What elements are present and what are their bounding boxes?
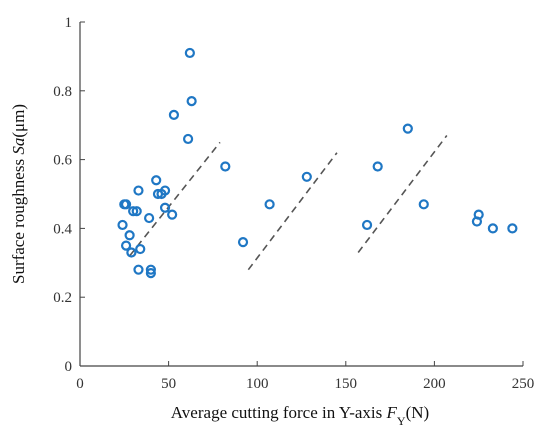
data-point	[159, 185, 171, 196]
data-point	[145, 268, 156, 279]
data-point	[124, 230, 135, 241]
data-point	[133, 264, 144, 275]
data-point	[418, 199, 429, 210]
data-point	[117, 219, 128, 231]
data-point	[135, 243, 146, 255]
x-tick-label: 0	[76, 376, 84, 392]
y-tick-label: 0.6	[53, 153, 72, 169]
data-point	[402, 123, 413, 134]
data-point	[151, 175, 162, 186]
x-tick-label: 200	[423, 376, 446, 392]
trend-line	[128, 141, 221, 257]
data-point	[186, 96, 197, 107]
y-tick-label: 0.2	[53, 290, 72, 306]
y-tick-label: 1	[65, 15, 73, 31]
data-point	[168, 109, 180, 120]
data-point	[182, 133, 194, 145]
data-point	[144, 212, 155, 224]
data-point	[128, 206, 139, 217]
data-point	[361, 219, 373, 231]
data-point	[473, 209, 484, 220]
data-point	[184, 47, 195, 59]
data-point	[120, 240, 132, 251]
trend-line	[247, 152, 338, 271]
data-point	[126, 247, 137, 258]
data-point	[372, 161, 383, 172]
data-point	[507, 223, 518, 234]
x-axis-ticks: 0 50 100 150 200 250	[76, 361, 534, 392]
data-point	[159, 202, 171, 213]
data-point	[167, 209, 178, 220]
y-tick-label: 0.4	[53, 221, 72, 237]
data-point	[120, 199, 132, 210]
trend-lines	[128, 135, 448, 271]
y-tick-label: 0	[65, 359, 73, 375]
data-point	[145, 264, 156, 275]
data-point	[264, 199, 275, 210]
data-point	[237, 237, 249, 248]
data-point	[487, 223, 498, 234]
x-tick-label: 250	[512, 376, 535, 392]
data-point	[220, 161, 231, 172]
data-points	[117, 47, 518, 279]
data-point	[131, 206, 142, 217]
x-tick-label: 150	[335, 376, 358, 392]
x-tick-label: 50	[161, 376, 176, 392]
data-point	[133, 185, 144, 196]
y-axis-ticks: 0 0.2 0.4 0.6 0.8 1	[53, 15, 85, 375]
x-axis-label: Average cutting force in Y-axis FY(N)	[171, 403, 429, 428]
data-point	[301, 171, 312, 182]
y-axis-label: Surface roughness Sa(μm)	[9, 104, 28, 284]
y-tick-label: 0.8	[53, 84, 72, 100]
trend-line	[357, 135, 448, 253]
axes	[79, 22, 523, 367]
x-tick-label: 100	[246, 376, 269, 392]
